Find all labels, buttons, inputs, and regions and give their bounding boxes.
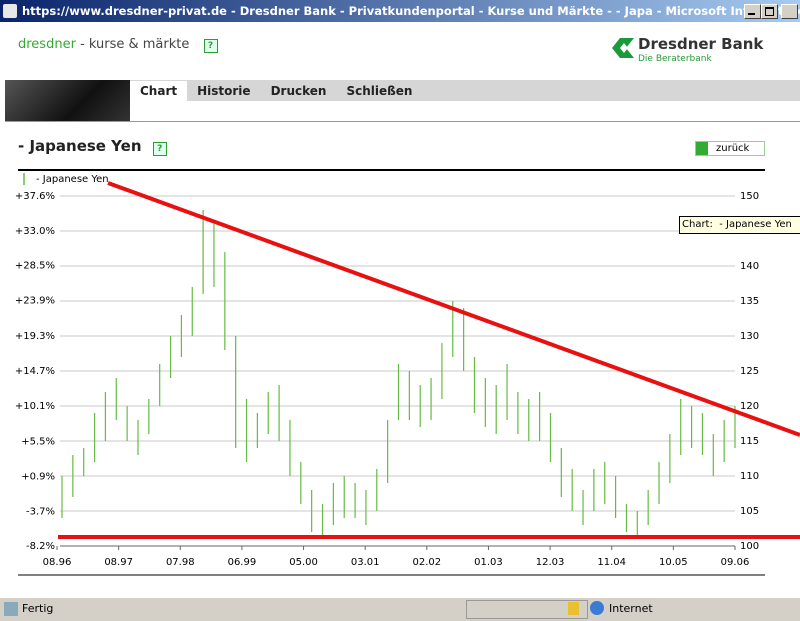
page-title: - Japanese Yen ? <box>18 137 167 156</box>
y-tick-label: 150 <box>740 191 759 202</box>
y-tick-label: 130 <box>740 331 759 342</box>
globe-icon <box>590 601 604 615</box>
y-tick-label: 100 <box>740 541 759 552</box>
y-tick-label: 140 <box>740 261 759 272</box>
x-tick-label: 10.05 <box>659 557 688 568</box>
y2-tick-label: +28.5% <box>15 261 55 272</box>
chart: 100105110115120125130135140145150-8.2%-3… <box>15 173 800 576</box>
tooltip: Chart: - Japanese Yen <box>679 216 800 234</box>
x-tick-label: 12.03 <box>536 557 565 568</box>
y2-tick-label: +19.3% <box>15 331 55 342</box>
title-bar: https://www.dresdner-privat.de - Dresdne… <box>0 0 800 22</box>
nav-spacer <box>130 101 800 121</box>
zone-text: Internet <box>609 602 653 615</box>
x-tick-label: 05.00 <box>289 557 318 568</box>
y-tick-label: 105 <box>740 506 759 517</box>
y-tick-label: 110 <box>740 471 759 482</box>
status-panels <box>466 600 588 619</box>
page-title-text: - Japanese Yen <box>18 137 142 155</box>
y2-tick-label: +0.9% <box>21 471 55 482</box>
brand: dresdner <box>18 37 76 52</box>
x-tick-label: 08.97 <box>104 557 133 568</box>
y2-tick-label: -8.2% <box>26 541 55 552</box>
nav-bar: Chart Historie Drucken Schließen <box>130 80 800 102</box>
minimize-button[interactable] <box>744 4 761 19</box>
nav-tab[interactable]: Schließen <box>346 84 413 98</box>
y2-tick-label: -3.7% <box>26 507 55 518</box>
status-bar: Fertig Internet <box>0 597 800 621</box>
nav-tab[interactable]: Chart <box>130 81 188 102</box>
logo-icon <box>612 38 634 58</box>
y-tick-label: 125 <box>740 366 759 377</box>
y2-tick-label: +23.9% <box>15 296 55 307</box>
nav-tab[interactable]: Historie <box>197 84 251 98</box>
y-tick-label: 120 <box>740 401 759 412</box>
lock-icon <box>568 602 579 615</box>
window-title: https://www.dresdner-privat.de - Dresdne… <box>22 4 800 18</box>
header-text: dresdner - kurse & märkte ? <box>18 37 218 53</box>
logo-tagline: Die Beraterbank <box>638 54 712 64</box>
y-tick-label: 135 <box>740 296 759 307</box>
trend-line <box>107 181 800 437</box>
x-tick-label: 09.06 <box>721 557 750 568</box>
x-tick-label: 02.02 <box>412 557 441 568</box>
y-tick-label: 115 <box>740 436 759 447</box>
status-text: Fertig <box>22 602 54 615</box>
legend-label: - Japanese Yen <box>36 174 109 185</box>
maximize-button[interactable] <box>761 4 778 19</box>
app-icon <box>3 4 17 18</box>
x-tick-label: 11.04 <box>597 557 626 568</box>
x-tick-label: 03.01 <box>351 557 380 568</box>
y2-tick-label: +37.6% <box>15 191 55 202</box>
nav-tab[interactable]: Drucken <box>270 84 327 98</box>
back-label: zurück <box>716 143 750 154</box>
section: - kurse & märkte <box>80 37 190 52</box>
y2-tick-label: +14.7% <box>15 366 55 377</box>
banner-image <box>5 80 130 121</box>
back-button[interactable]: zurück <box>695 141 765 156</box>
y2-tick-label: +5.5% <box>21 436 55 447</box>
rule <box>18 169 765 171</box>
help-icon[interactable]: ? <box>203 39 218 53</box>
help-icon[interactable]: ? <box>152 142 167 156</box>
close-button[interactable] <box>781 4 798 19</box>
x-tick-label: 06.99 <box>228 557 257 568</box>
x-tick-label: 07.98 <box>166 557 195 568</box>
y2-tick-label: +33.0% <box>15 226 55 237</box>
x-tick-label: 08.96 <box>43 557 72 568</box>
logo-name: Dresdner Bank <box>638 35 764 53</box>
divider <box>5 121 800 122</box>
x-tick-label: 01.03 <box>474 557 503 568</box>
y2-tick-label: +10.1% <box>15 401 55 412</box>
